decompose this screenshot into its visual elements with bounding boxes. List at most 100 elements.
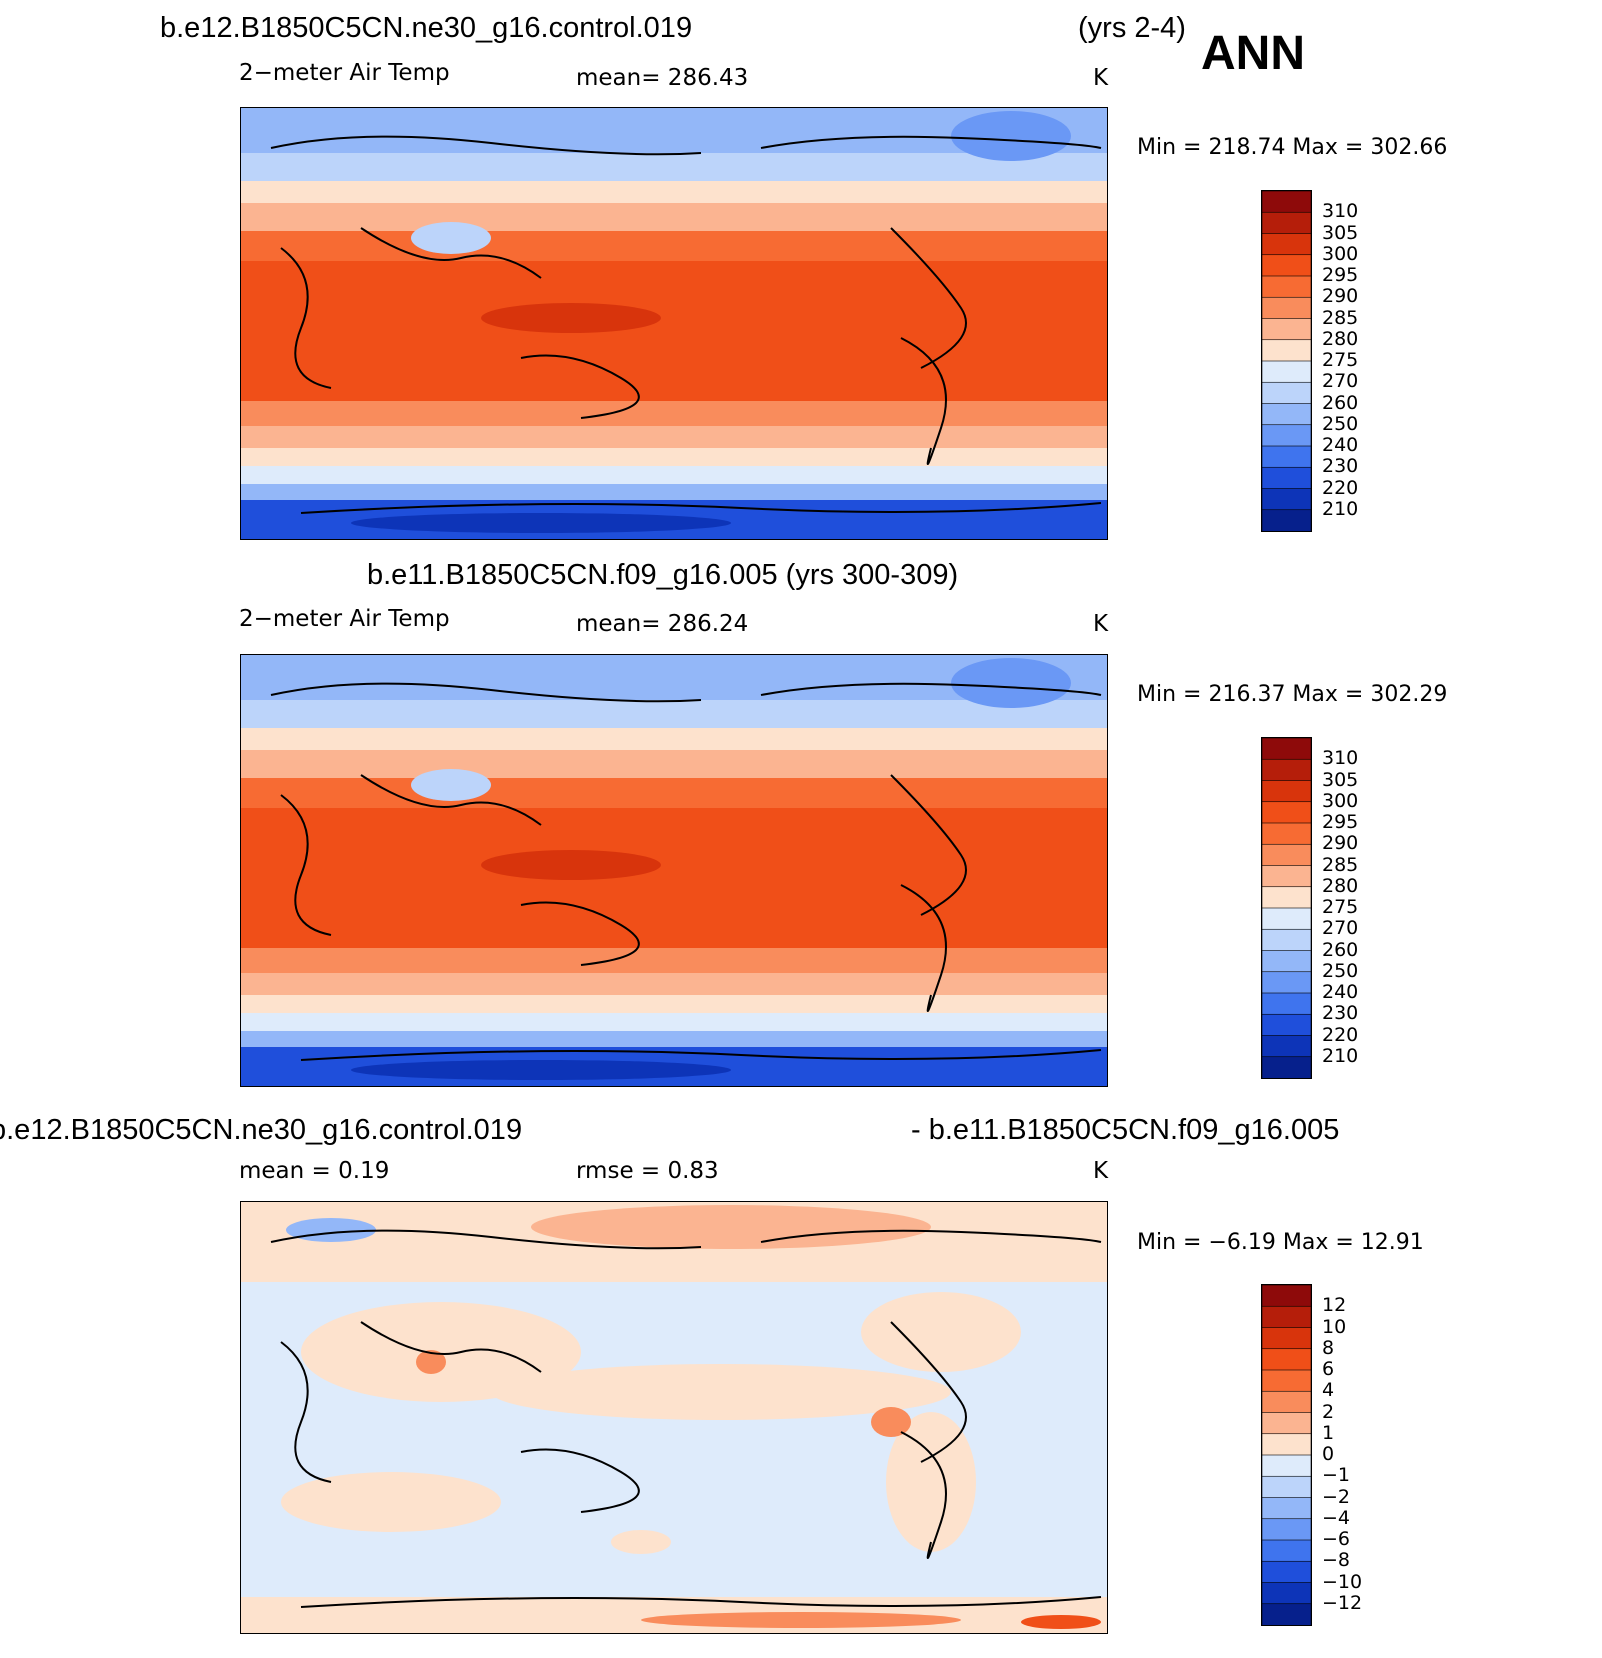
colorbar-swatch (1261, 1035, 1312, 1058)
map-difference (240, 1201, 1108, 1634)
colorbar-swatch (1261, 822, 1312, 846)
diff-title-left: b.e12.B1850C5CN.ne30_g16.control.019 (0, 1116, 523, 1145)
colorbar-swatches (1261, 1284, 1312, 1626)
colorbar-tick-label: −12 (1322, 1591, 1363, 1614)
colorbar-tick-label: 8 (1322, 1336, 1335, 1359)
colorbar-swatch (1261, 1327, 1312, 1350)
colorbar-tick-label: 270 (1322, 370, 1359, 393)
colorbar-swatch (1261, 488, 1312, 511)
colorbar-tick-label: 260 (1322, 391, 1359, 414)
colorbar-tick-label: 10 (1322, 1315, 1347, 1338)
colorbar-tick-label: 12 (1322, 1294, 1347, 1317)
colorbar-swatch (1261, 865, 1312, 888)
colorbar-swatch (1261, 1560, 1312, 1584)
colorbar-swatch (1261, 318, 1312, 341)
colorbar-tick-label: 250 (1322, 412, 1359, 435)
colorbar-tick-label: −4 (1322, 1506, 1351, 1529)
colorbar-tick-label: −10 (1322, 1570, 1363, 1593)
colorbar-tick-label: 275 (1322, 349, 1359, 371)
colorbar-swatch (1261, 1412, 1312, 1435)
variable-label: 2−meter Air Temp (239, 606, 450, 632)
colorbar-swatch (1261, 1390, 1312, 1414)
diff-title-right: - b.e11.B1850C5CN.f09_g16.005 (911, 1114, 1340, 1146)
colorbar-swatch (1261, 950, 1312, 973)
colorbar-swatch (1261, 1539, 1312, 1563)
colorbar-swatch (1261, 296, 1312, 320)
rmse-label: rmse = 0.83 (576, 1158, 719, 1184)
map-field (241, 655, 1107, 1086)
map-field (241, 108, 1107, 539)
colorbar-tick-label: 310 (1322, 200, 1359, 223)
colorbar-swatch (1261, 254, 1312, 277)
years-label: (yrs 2-4) (1078, 12, 1186, 44)
mean-label: mean = 0.19 (239, 1158, 390, 1184)
colorbar-tick-label: 250 (1322, 959, 1359, 982)
colorbar-swatch (1261, 1433, 1312, 1456)
colorbar-tick-label: 220 (1322, 476, 1359, 499)
min-max-label: Min = −6.19 Max = 12.91 (1137, 1230, 1424, 1255)
colorbar-tick-label: 220 (1322, 1023, 1359, 1046)
colorbar-swatch (1261, 1305, 1312, 1329)
units-label: K (1093, 1158, 1109, 1184)
mean-label: mean= 286.24 (576, 611, 749, 637)
colorbar-swatch (1261, 1497, 1312, 1520)
colorbar-tick-label: 4 (1322, 1379, 1335, 1402)
colorbar-tick-label: 210 (1322, 497, 1359, 520)
colorbar-tick-label: 280 (1322, 874, 1359, 897)
colorbar-swatch (1261, 1603, 1312, 1626)
colorbar-tick-label: 295 (1322, 264, 1359, 286)
colorbar-tick-label: 300 (1322, 789, 1359, 812)
colorbar-tick-label: 240 (1322, 434, 1359, 456)
colorbar-tick-label: 2 (1322, 1400, 1335, 1423)
min-max-label: Min = 216.37 Max = 302.29 (1137, 682, 1448, 707)
colorbar-swatch (1261, 1348, 1312, 1371)
colorbar-swatch (1261, 907, 1312, 931)
map-control (240, 654, 1108, 1087)
colorbar-tick-label: 240 (1322, 981, 1359, 1003)
colorbar-swatch (1261, 1013, 1312, 1037)
map-field (241, 1202, 1107, 1633)
colorbar-tick-label: 305 (1322, 221, 1359, 244)
colorbar-swatch (1261, 1454, 1312, 1478)
colorbar-tick-label: −2 (1322, 1485, 1351, 1508)
colorbar-tick-label: 210 (1322, 1044, 1359, 1067)
colorbar-swatch (1261, 509, 1312, 532)
colorbar-swatch (1261, 1518, 1312, 1541)
colorbar-tick-label: −8 (1322, 1549, 1351, 1572)
colorbar-tick-label: 0 (1322, 1443, 1335, 1465)
colorbar-tick-label: 275 (1322, 896, 1359, 918)
colorbar-swatch (1261, 758, 1312, 782)
mean-label: mean= 286.43 (576, 65, 749, 91)
map-model (240, 107, 1108, 540)
case-title: b.e12.B1850C5CN.ne30_g16.control.019 (160, 12, 693, 44)
colorbar-swatch (1261, 1582, 1312, 1605)
colorbar-tick-label: 290 (1322, 285, 1359, 308)
colorbar-swatches (1261, 190, 1312, 532)
min-max-label: Min = 218.74 Max = 302.66 (1137, 135, 1448, 160)
colorbar-tick-label: 270 (1322, 917, 1359, 940)
colorbar-swatch (1261, 466, 1312, 490)
variable-label: 2−meter Air Temp (239, 60, 450, 86)
colorbar-tick-label: 290 (1322, 832, 1359, 855)
colorbar-swatch (1261, 1056, 1312, 1079)
units-label: K (1093, 65, 1109, 91)
colorbar (1261, 190, 1312, 532)
colorbar-swatches (1261, 737, 1312, 1079)
colorbar-swatch (1261, 801, 1312, 824)
colorbar (1261, 1284, 1312, 1626)
colorbar-tick-label: 1 (1322, 1421, 1335, 1444)
colorbar-tick-label: 295 (1322, 811, 1359, 833)
colorbar-swatch (1261, 403, 1312, 426)
colorbar-tick-label: 280 (1322, 327, 1359, 350)
colorbar-swatch (1261, 1475, 1312, 1499)
colorbar-swatch (1261, 190, 1312, 214)
colorbar-swatch (1261, 445, 1312, 469)
colorbar-tick-label: 285 (1322, 306, 1359, 329)
colorbar-swatch (1261, 1369, 1312, 1393)
colorbar-swatch (1261, 1284, 1312, 1308)
colorbar-tick-label: 305 (1322, 768, 1359, 791)
colorbar-swatch (1261, 886, 1312, 909)
colorbar-tick-label: 285 (1322, 853, 1359, 876)
colorbar-swatch (1261, 971, 1312, 994)
colorbar-tick-label: −6 (1322, 1528, 1351, 1550)
